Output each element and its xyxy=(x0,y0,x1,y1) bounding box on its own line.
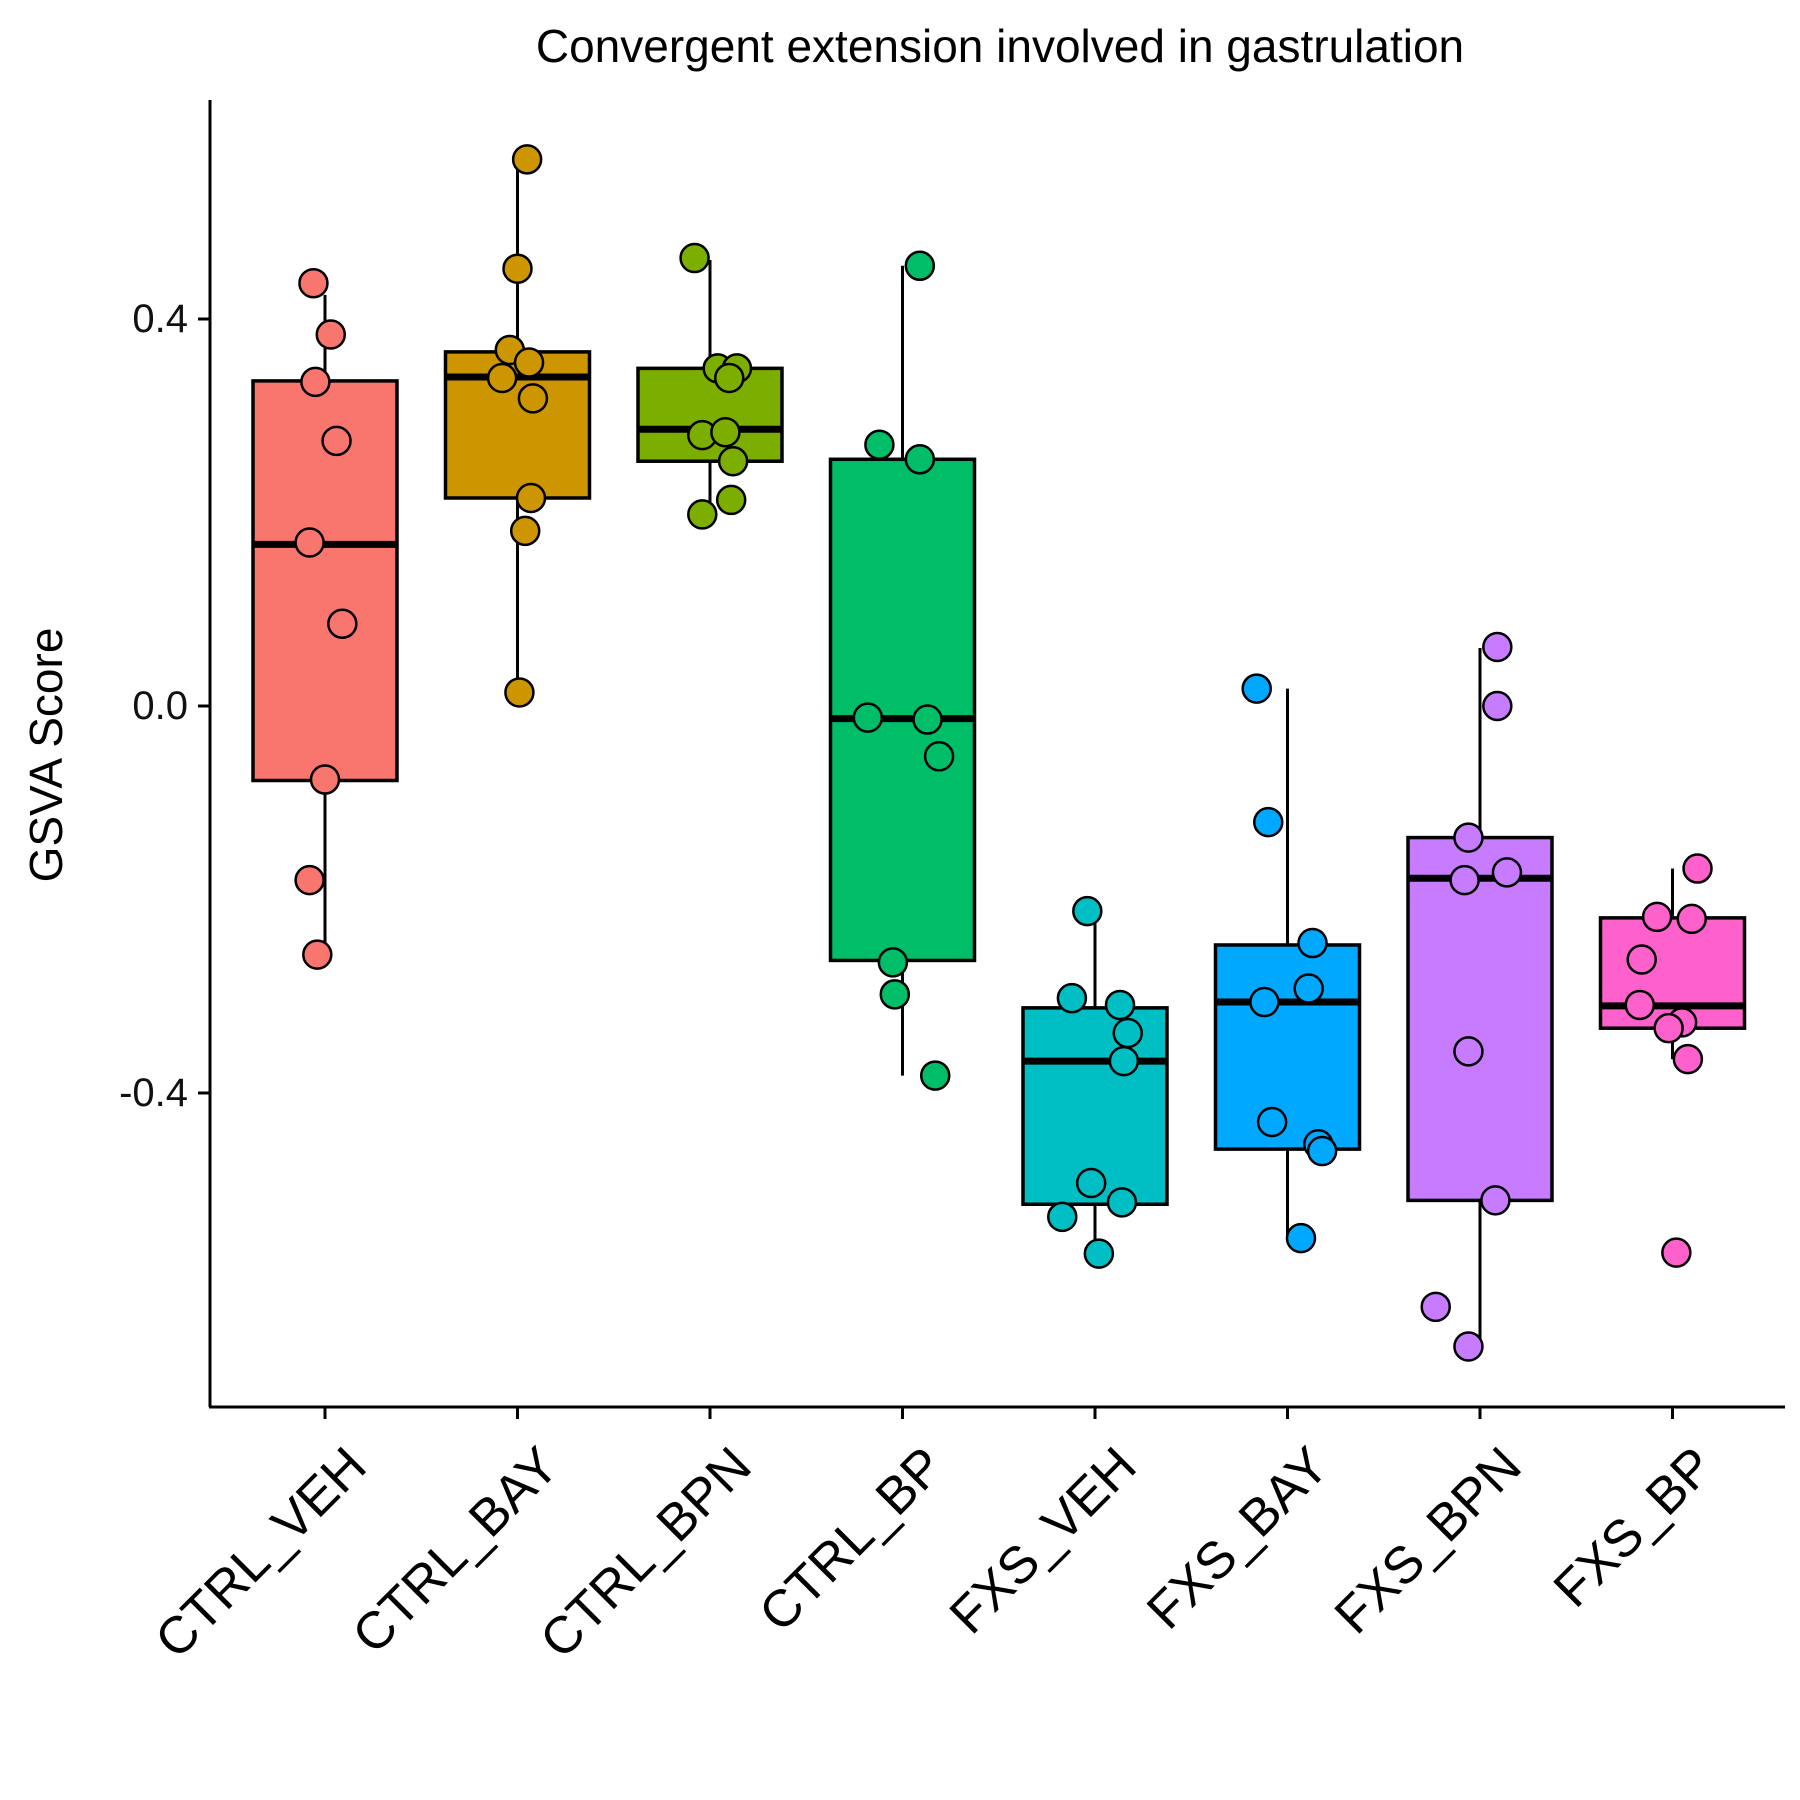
data-point-ctrl-bay-8 xyxy=(509,515,541,547)
chart-title: Convergent extension involved in gastrul… xyxy=(536,20,1464,72)
data-point-ctrl-veh-3 xyxy=(300,366,331,398)
data-point-ctrl-bpn-4 xyxy=(714,362,745,394)
data-point-ctrl-veh-9 xyxy=(302,939,333,970)
box-group-ctrl-bp xyxy=(828,250,977,1091)
data-point-ctrl-veh-7 xyxy=(309,764,341,795)
data-point-ctrl-bpn-9 xyxy=(687,499,718,530)
data-point-ctrl-bay-6 xyxy=(517,383,549,414)
box-group-ctrl-bpn xyxy=(636,242,784,530)
data-point-ctrl-bay-1 xyxy=(511,144,543,175)
data-point-fxs-bpn-3 xyxy=(1453,822,1484,853)
data-point-fxs-bp-1 xyxy=(1682,853,1713,884)
data-point-ctrl-bp-8 xyxy=(879,979,911,1010)
data-point-fxs-bpn-6 xyxy=(1453,1036,1484,1067)
plot-area xyxy=(251,144,1747,1362)
x-tick-label-fxs-bpn: FXS_BPN xyxy=(1324,1436,1533,1645)
data-point-fxs-bp-8 xyxy=(1672,1043,1704,1075)
data-point-fxs-bp-3 xyxy=(1676,903,1707,935)
data-point-ctrl-bpn-7 xyxy=(717,445,749,477)
data-point-fxs-bay-5 xyxy=(1249,986,1280,1018)
y-tick-label-0-0: 0.0 xyxy=(132,684,188,728)
data-point-ctrl-veh-5 xyxy=(294,527,325,558)
data-point-ctrl-bpn-1 xyxy=(679,242,710,274)
data-point-ctrl-bay-2 xyxy=(502,253,533,284)
data-point-fxs-bpn-2 xyxy=(1482,690,1513,722)
data-point-fxs-bay-3 xyxy=(1297,927,1328,959)
box-group-fxs-bay xyxy=(1213,673,1362,1254)
data-point-fxs-bpn-8 xyxy=(1420,1291,1451,1323)
x-tick-label-fxs-bay: FXS_BAY xyxy=(1136,1436,1340,1640)
data-point-fxs-bpn-1 xyxy=(1482,631,1513,663)
box-group-fxs-bpn xyxy=(1406,631,1554,1362)
data-point-ctrl-bpn-8 xyxy=(715,484,747,516)
data-point-ctrl-bp-4 xyxy=(852,702,884,733)
x-tick-label-ctrl-bp: CTRL_BP xyxy=(748,1436,955,1643)
axes xyxy=(208,100,1785,1409)
data-point-ctrl-bp-9 xyxy=(919,1060,951,1091)
data-point-fxs-bp-4 xyxy=(1626,944,1657,975)
data-point-ctrl-bay-9 xyxy=(504,677,535,708)
data-point-ctrl-veh-6 xyxy=(327,608,358,640)
data-point-ctrl-bp-7 xyxy=(877,947,909,978)
data-point-fxs-veh-9 xyxy=(1083,1238,1115,1269)
data-point-fxs-bpn-7 xyxy=(1480,1185,1511,1216)
x-tick-label-ctrl-veh: CTRL_VEH xyxy=(144,1436,377,1669)
data-point-fxs-veh-5 xyxy=(1108,1045,1140,1077)
data-point-fxs-bpn-5 xyxy=(1449,864,1480,896)
data-point-ctrl-veh-8 xyxy=(294,864,325,896)
data-point-fxs-bay-9 xyxy=(1285,1222,1317,1254)
data-point-fxs-bay-2 xyxy=(1253,806,1284,838)
data-point-fxs-veh-8 xyxy=(1047,1201,1078,1233)
data-point-ctrl-bp-3 xyxy=(904,444,936,475)
data-point-ctrl-bp-6 xyxy=(923,741,955,772)
data-point-fxs-bp-7 xyxy=(1653,1012,1684,1044)
data-point-fxs-veh-1 xyxy=(1072,895,1103,927)
data-point-ctrl-bay-7 xyxy=(515,482,547,514)
data-point-fxs-bp-2 xyxy=(1641,901,1673,933)
box-group-fxs-veh xyxy=(1021,895,1169,1269)
data-point-ctrl-bp-1 xyxy=(904,250,936,282)
data-point-fxs-veh-6 xyxy=(1075,1167,1107,1199)
data-point-fxs-bay-8 xyxy=(1306,1135,1338,1167)
data-point-fxs-bay-6 xyxy=(1256,1106,1288,1138)
data-point-ctrl-bay-5 xyxy=(486,362,518,394)
data-point-ctrl-veh-2 xyxy=(315,319,347,350)
box-group-ctrl-veh xyxy=(251,267,399,970)
box-fxs-bpn xyxy=(1406,835,1554,1203)
data-point-ctrl-bpn-6 xyxy=(710,416,741,448)
data-point-ctrl-bay-4 xyxy=(513,347,545,378)
data-point-fxs-bay-1 xyxy=(1241,673,1272,704)
y-tick-label-neg-0-4: -0.4 xyxy=(119,1071,188,1115)
y-axis-label: GSVA Score xyxy=(20,628,72,883)
data-point-fxs-bpn-9 xyxy=(1453,1331,1484,1362)
box-fxs-bay xyxy=(1213,943,1362,1151)
box-group-ctrl-bay xyxy=(443,144,592,708)
x-tick-label-ctrl-bpn: CTRL_BPN xyxy=(529,1436,762,1669)
data-point-fxs-bay-4 xyxy=(1293,973,1324,1004)
data-point-ctrl-veh-4 xyxy=(321,425,352,457)
data-point-fxs-bp-5 xyxy=(1624,989,1656,1021)
data-point-fxs-bpn-4 xyxy=(1491,857,1523,888)
data-point-fxs-veh-7 xyxy=(1106,1187,1138,1218)
y-tick-label-0-4: 0.4 xyxy=(132,297,188,341)
data-point-ctrl-veh-1 xyxy=(298,267,329,299)
data-point-fxs-bp-9 xyxy=(1661,1237,1692,1268)
data-point-fxs-veh-4 xyxy=(1112,1017,1143,1049)
x-tick-label-fxs-bp: FXS_BP xyxy=(1543,1436,1725,1618)
data-point-ctrl-bp-5 xyxy=(912,704,943,735)
box-group-fxs-bp xyxy=(1598,853,1747,1268)
data-point-ctrl-bp-2 xyxy=(864,429,895,461)
data-point-fxs-veh-3 xyxy=(1104,989,1136,1021)
x-tick-label-fxs-veh: FXS_VEH xyxy=(939,1436,1148,1645)
data-point-fxs-veh-2 xyxy=(1056,982,1088,1014)
box-ctrl-bp xyxy=(828,457,977,963)
